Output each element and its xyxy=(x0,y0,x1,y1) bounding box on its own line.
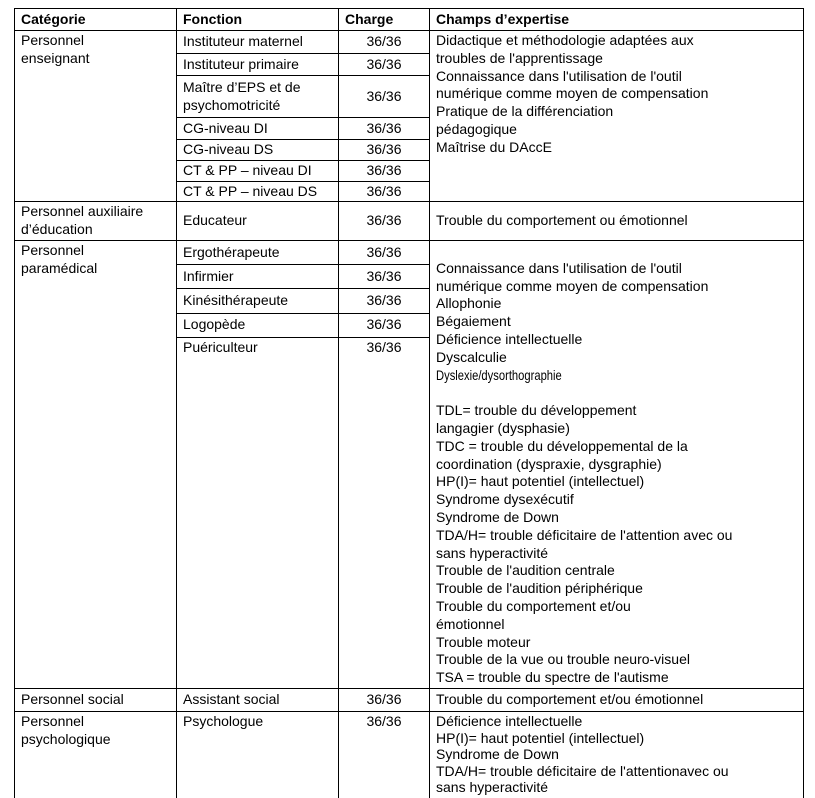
cell-champs: Connaissance dans l'utilisation de l'out… xyxy=(429,239,804,689)
cell-fonction: Instituteur maternel xyxy=(176,30,339,54)
cell-champs: Déficience intellectuelle HP(I)= haut po… xyxy=(429,710,804,798)
cell-fonction: Ergothérapeute xyxy=(176,239,339,266)
cell-categorie: Personnel auxiliaire d’éducation xyxy=(14,201,177,241)
cell-fonction: CG-niveau DS xyxy=(176,139,339,161)
cell-charge: 36/36 xyxy=(338,312,430,338)
expertise-table: Catégorie Fonction Charge Champs d’exper… xyxy=(14,8,804,798)
table-header-row: Catégorie Fonction Charge Champs d’exper… xyxy=(14,8,804,31)
cell-fonction: Psychologue xyxy=(176,710,339,798)
cell-fonction: CT & PP – niveau DS xyxy=(176,180,339,203)
table-row: Kinésithérapeute 36/36 xyxy=(15,288,804,314)
cell-charge: 36/36 xyxy=(338,75,430,118)
cell-charge: 36/36 xyxy=(338,117,430,140)
cell-charge: 36/36 xyxy=(338,288,430,314)
cell-charge: 36/36 xyxy=(338,180,430,203)
cell-fonction: Assistant social xyxy=(176,687,339,712)
cell-charge: 36/36 xyxy=(338,264,430,290)
cell-charge: 36/36 xyxy=(338,53,430,76)
table-row: Puériculteur 36/36 xyxy=(15,336,804,689)
cell-fonction: Maître d’EPS et de psychomotricité xyxy=(176,75,339,118)
table-row: Personnel social Assistant social 36/36 … xyxy=(14,687,804,712)
table-row: Personnel auxiliaire d’éducation Educate… xyxy=(14,201,804,241)
champs-text-condensed: Dyslexie/dysorthographie xyxy=(436,366,562,383)
table-row: Personnel psychologique Psychologue 36/3… xyxy=(14,710,804,798)
cell-charge: 36/36 xyxy=(338,687,430,712)
table-row: CG-niveau DS 36/36 xyxy=(15,139,804,161)
header-categorie: Catégorie xyxy=(14,8,177,31)
cell-champs: Didactique et méthodologie adaptées aux … xyxy=(429,29,804,203)
cell-categorie: Personnel enseignant xyxy=(14,29,177,203)
champs-text-block: TDL= trouble du développement langagier … xyxy=(436,402,733,686)
table-row: CT & PP – niveau DS 36/36 xyxy=(15,180,804,203)
header-champs: Champs d’expertise xyxy=(429,8,804,31)
table-row: Personnel enseignant Instituteur materne… xyxy=(14,29,804,203)
table-row: Personnel paramédical Ergothérapeute 36/… xyxy=(14,239,804,689)
table-row: Instituteur primaire 36/36 xyxy=(15,53,804,76)
cell-categorie: Personnel psychologique xyxy=(14,710,177,798)
cell-charge: 36/36 xyxy=(338,159,430,182)
cell-charge: 36/36 xyxy=(338,710,430,798)
cell-fonction: Infirmier xyxy=(176,264,339,290)
table-row: CG-niveau DI 36/36 xyxy=(15,117,804,140)
cell-champs: Trouble du comportement et/ou émotionnel xyxy=(429,687,804,712)
cell-charge: 36/36 xyxy=(338,201,430,241)
header-charge: Charge xyxy=(338,8,430,31)
cell-charge: 36/36 xyxy=(338,30,430,54)
cell-champs: Trouble du comportement ou émotionnel xyxy=(429,201,804,241)
cell-charge: 36/36 xyxy=(338,139,430,161)
header-fonction: Fonction xyxy=(176,8,339,31)
table-row: Infirmier 36/36 xyxy=(15,264,804,290)
cell-categorie: Personnel paramédical xyxy=(14,239,177,689)
table-row: CT & PP – niveau DI 36/36 xyxy=(15,159,804,182)
cell-fonction: CT & PP – niveau DI xyxy=(176,159,339,182)
cell-categorie: Personnel social xyxy=(14,687,177,712)
cell-fonction: Educateur xyxy=(176,201,339,241)
table-row: Maître d’EPS et de psychomotricité 36/36 xyxy=(15,75,804,118)
table-row: Logopède 36/36 xyxy=(15,312,804,338)
cell-fonction: Puériculteur xyxy=(176,336,339,689)
cell-charge: 36/36 xyxy=(338,239,430,266)
champs-text-block: Connaissance dans l'utilisation de l'out… xyxy=(436,259,709,365)
cell-fonction: CG-niveau DI xyxy=(176,117,339,140)
cell-fonction: Logopède xyxy=(176,312,339,338)
cell-fonction: Instituteur primaire xyxy=(176,53,339,76)
cell-fonction: Kinésithérapeute xyxy=(176,288,339,314)
cell-charge: 36/36 xyxy=(338,336,430,689)
